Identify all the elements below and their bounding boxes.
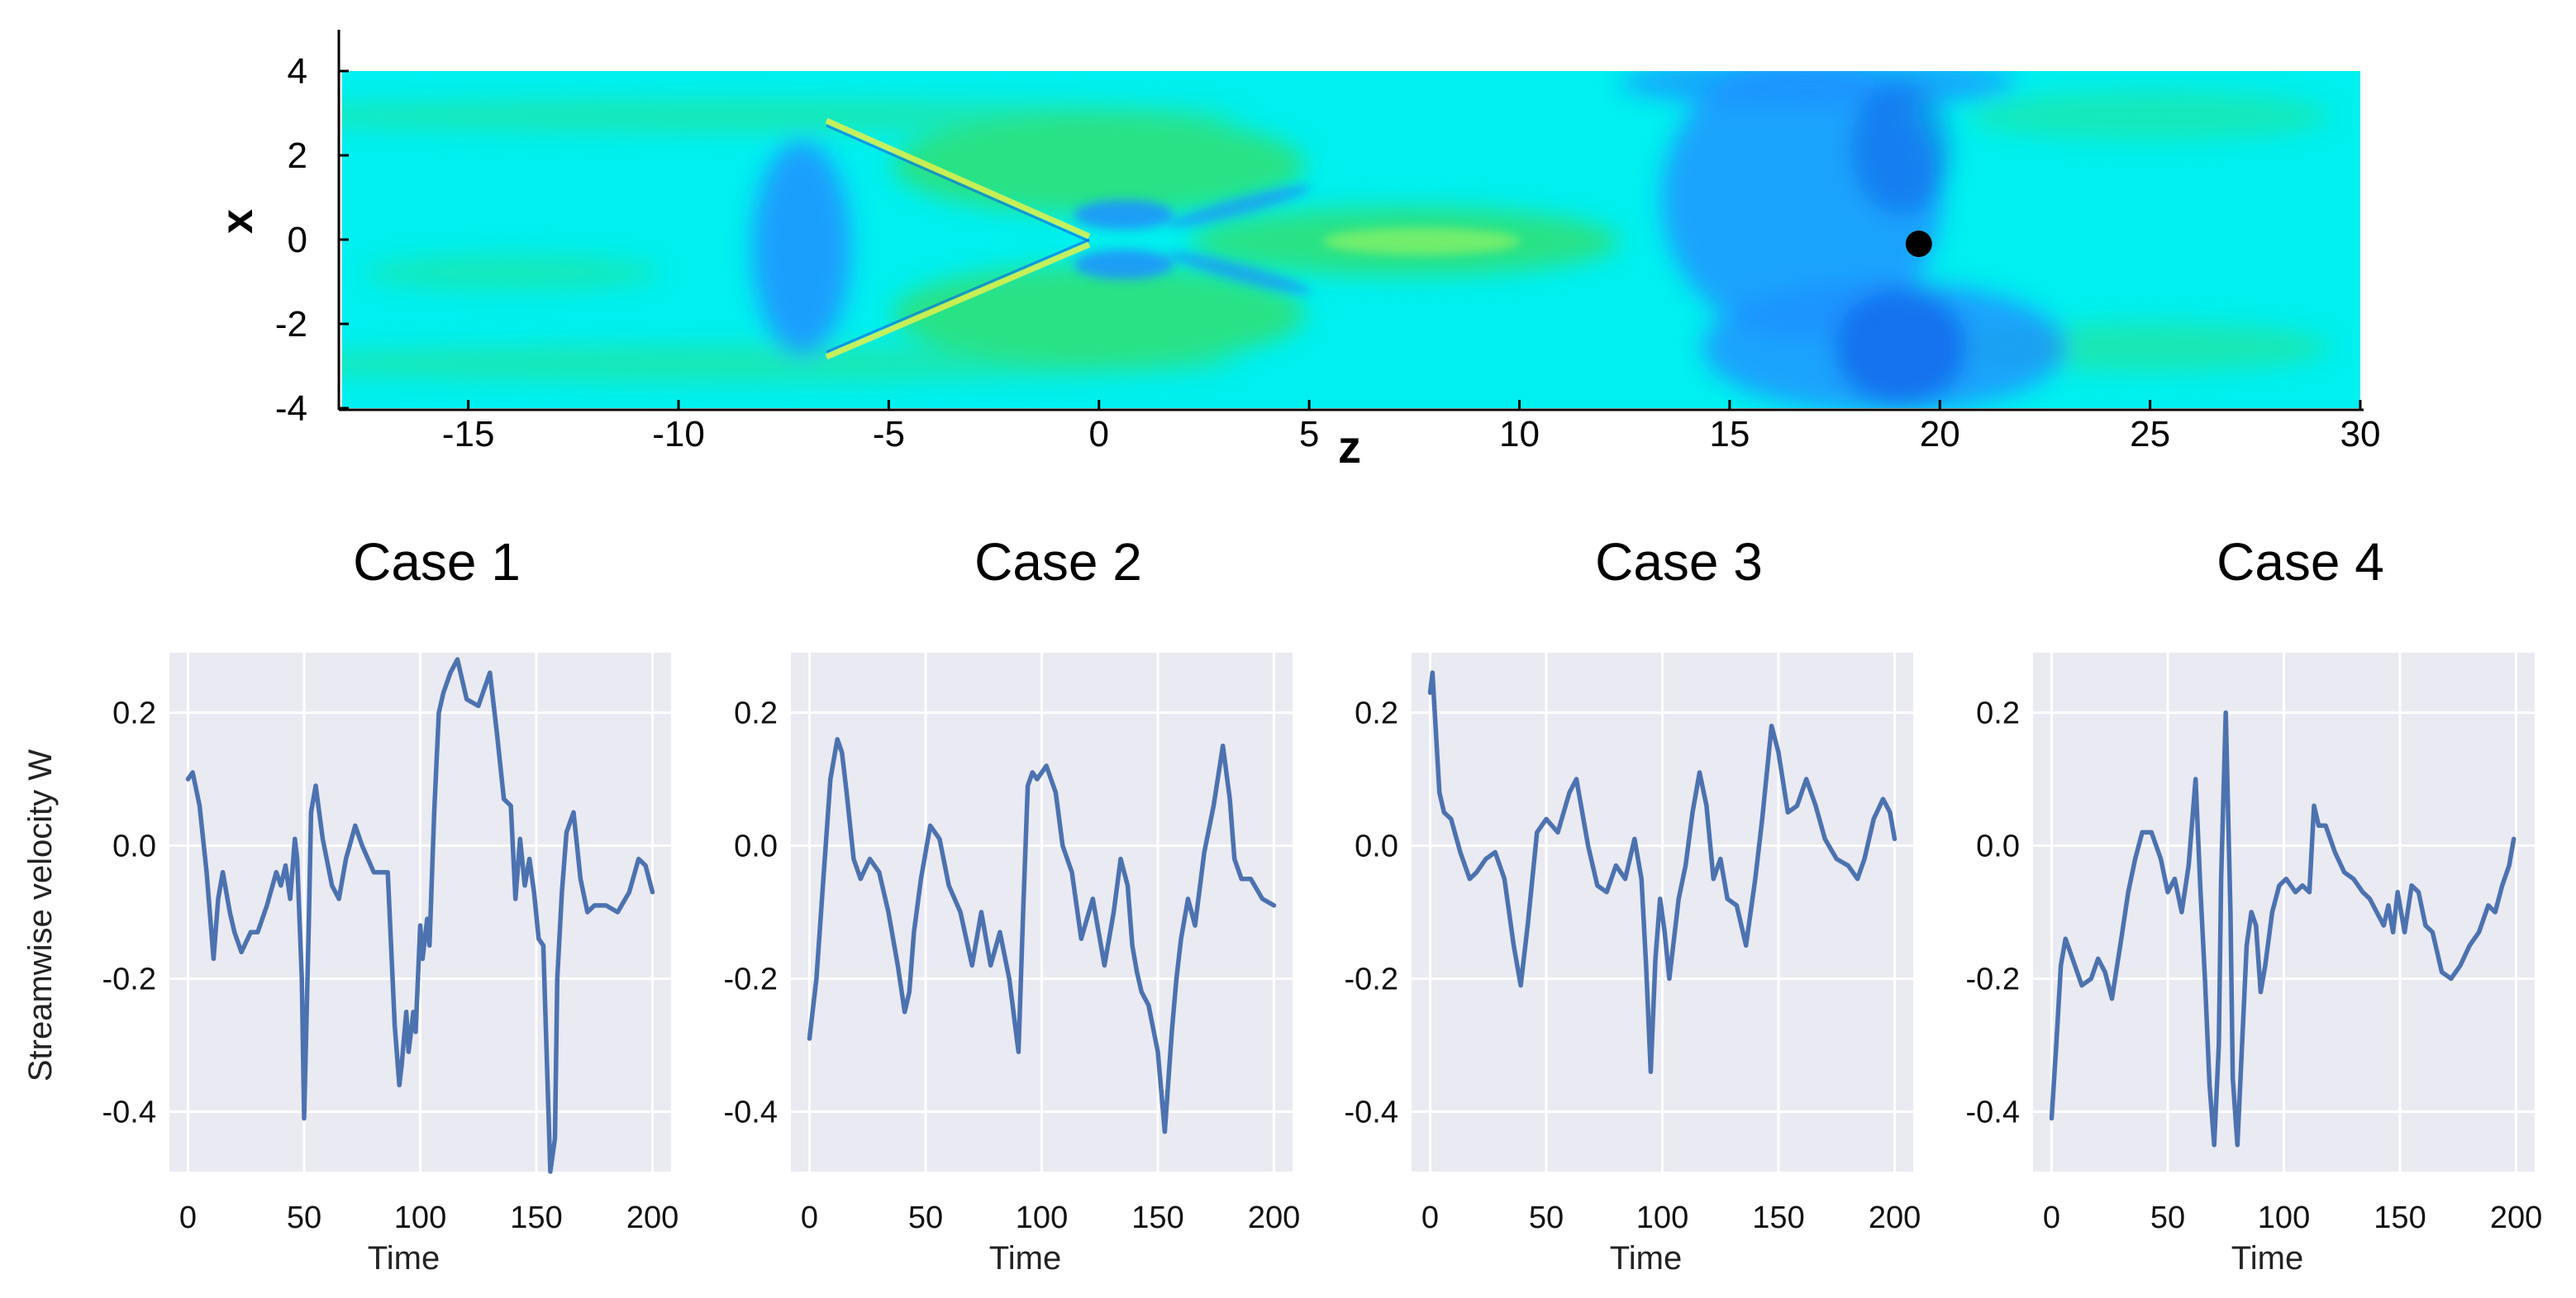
- cfd-ytick-label: -2: [275, 304, 307, 345]
- case-3-chart: 0 50 100 150 200 -0.4 -0.2 0.0 0.2 Case 3 Time: [1345, 532, 1921, 1277]
- case-line-charts: 0 50 100 150 200 -0.4 -0.2 0.0 0.2 Case 1 Time 0 50 1…: [102, 532, 2543, 1277]
- case-1-ytick-label: 0.2: [112, 696, 156, 730]
- case-3-title: Case 3: [1595, 532, 1763, 592]
- blue-apex-upper: [1074, 200, 1174, 230]
- case-4-xtick-label: 100: [2258, 1201, 2310, 1235]
- cfd-ytick-label: 2: [288, 136, 307, 176]
- case-4-xtick-label: 0: [2043, 1201, 2060, 1235]
- cfd-ytick-label: -4: [275, 388, 307, 429]
- case-3-ytick-label: 0.2: [1355, 696, 1398, 730]
- cfd-xlabel: z: [1338, 421, 1361, 473]
- case-2-ytick-label: 0.2: [734, 696, 778, 730]
- blue-apex-lower: [1074, 250, 1174, 279]
- cfd-ticks: -15 -10 -5 0 5 10 15 20 25 30 -4 -2 0 2 4: [275, 51, 2381, 454]
- case-2-ytick-label: 0.0: [734, 829, 778, 863]
- case-3-series-line: [1427, 670, 1897, 1074]
- case-1-title: Case 1: [353, 532, 521, 592]
- case-4-ytick-label: -0.4: [1966, 1096, 2020, 1130]
- case-2-title: Case 2: [974, 532, 1142, 592]
- shock-edge-upper: [826, 124, 1090, 243]
- case-3-ytick-label: -0.2: [1345, 963, 1398, 997]
- case-4-title: Case 4: [2217, 532, 2384, 592]
- case-1-xtick-label: 200: [626, 1201, 679, 1235]
- case-3-xtick-label: 150: [1752, 1201, 1804, 1235]
- case-2-xtick-label: 200: [1248, 1201, 1300, 1235]
- case-1-xlabel: Time: [368, 1240, 440, 1277]
- blue-streak-lower: [1168, 251, 1312, 294]
- case-3-xtick-label: 100: [1636, 1201, 1688, 1235]
- case-4-ytick-label: -0.2: [1966, 963, 2020, 997]
- cfd-xtick-label: 10: [1499, 414, 1540, 454]
- blue-streak-upper: [1168, 185, 1312, 228]
- case-1-xtick-label: 150: [510, 1201, 562, 1235]
- case-1-ytick-label: 0.0: [112, 829, 156, 863]
- probe-point-marker: [1905, 231, 1932, 258]
- light-green-core: [1322, 228, 1521, 254]
- cfd-xtick-label: 15: [1709, 414, 1750, 454]
- case-2-chart: 0 50 100 150 200 -0.4 -0.2 0.0 0.2 Case 2 Time: [724, 532, 1301, 1277]
- cfd-xtick-label: -10: [652, 414, 705, 454]
- blue-region-left: [752, 140, 851, 355]
- case-2-xtick-label: 0: [801, 1201, 818, 1235]
- case-3-xtick-label: 50: [1529, 1201, 1564, 1235]
- cfd-xtick-label: 20: [1920, 414, 1960, 454]
- green-band-right-up: [1967, 91, 2331, 140]
- green-lobe-upper: [893, 116, 1306, 215]
- case-3-ytick-label: -0.4: [1345, 1096, 1398, 1130]
- cfd-xtick-label: 0: [1089, 414, 1109, 454]
- shock-line-lower: [825, 241, 1091, 360]
- case-1-chart: 0 50 100 150 200 -0.4 -0.2 0.0 0.2 Case 1 Time: [102, 532, 679, 1277]
- case-3-xtick-label: 200: [1869, 1201, 1921, 1235]
- case-4-xtick-label: 200: [2490, 1201, 2542, 1235]
- cfd-xtick-label: 5: [1299, 414, 1319, 454]
- cfd-ylabel: x: [212, 209, 262, 234]
- case-2-xlabel: Time: [989, 1240, 1061, 1277]
- green-band-left: [364, 254, 661, 291]
- case-2-series-line: [807, 736, 1277, 1134]
- case-2-ytick-label: -0.2: [724, 963, 778, 997]
- case-4-xtick-label: 50: [2150, 1201, 2185, 1235]
- cfd-xtick-label: -15: [442, 414, 495, 454]
- case-1-xtick-label: 50: [287, 1201, 321, 1235]
- cfd-ytick-label: 4: [288, 51, 307, 92]
- case-2-xtick-label: 100: [1016, 1201, 1068, 1235]
- shock-line-upper: [825, 117, 1091, 240]
- case-4-ytick-label: 0.2: [1976, 696, 2020, 730]
- darkblue-region: [1835, 289, 1967, 405]
- case-2-xtick-label: 50: [908, 1201, 943, 1235]
- case-1-ytick-label: -0.2: [102, 963, 156, 997]
- green-lobe-lower: [893, 264, 1306, 364]
- case-4-xtick-label: 150: [2374, 1201, 2426, 1235]
- shock-edge-lower: [826, 238, 1090, 354]
- case-1-series-line: [185, 657, 655, 1174]
- case-3-xlabel: Time: [1610, 1240, 1682, 1277]
- velocity-contour-plot: -15 -10 -5 0 5 10 15 20 25 30 -4 -2 0 2 4 x z: [212, 30, 2380, 473]
- case-4-xlabel: Time: [2231, 1240, 2303, 1277]
- cfd-xtick-label: 30: [2340, 414, 2381, 454]
- case-4-series-line: [2049, 710, 2516, 1148]
- shared-ylabel: Streamwise velocity W: [22, 749, 59, 1082]
- cfd-xtick-label: 25: [2130, 414, 2170, 454]
- case-1-xtick-label: 100: [394, 1201, 446, 1235]
- contour-field: [342, 71, 2360, 408]
- case-1-xtick-label: 0: [179, 1201, 197, 1235]
- cfd-xtick-label: -5: [873, 414, 905, 454]
- cfd-ytick-label: 0: [288, 220, 307, 260]
- darkblue-region-top: [1851, 83, 1950, 215]
- case-1-ytick-label: -0.4: [102, 1096, 156, 1130]
- blue-region-right-top: [1620, 71, 2017, 107]
- case-2-xtick-label: 150: [1131, 1201, 1183, 1235]
- case-4-ytick-label: 0.0: [1976, 829, 2020, 863]
- case-3-ytick-label: 0.0: [1355, 829, 1398, 863]
- case-3-xtick-label: 0: [1421, 1201, 1439, 1235]
- case-4-chart: 0 50 100 150 200 -0.4 -0.2 0.0 0.2 Case 4 Time: [1966, 532, 2543, 1277]
- case-2-ytick-label: -0.4: [724, 1096, 778, 1130]
